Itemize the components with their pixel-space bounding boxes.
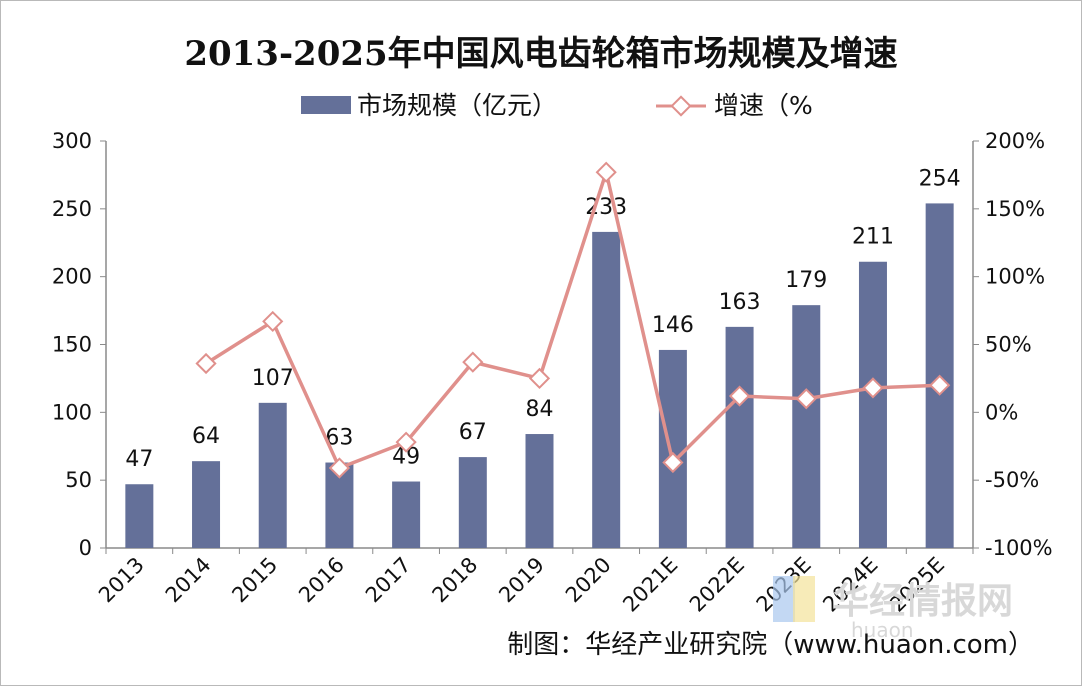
x-tick-label: 2018 <box>428 553 483 608</box>
growth-point-2019 <box>528 367 551 390</box>
y-right-tick-label: 0% <box>985 400 1018 424</box>
y-right-tick-label: 100% <box>985 265 1045 289</box>
y-right-tick-label: 50% <box>985 333 1032 357</box>
growth-point-2020 <box>595 161 617 183</box>
bar-2014 <box>192 461 221 548</box>
x-tick-label: 2021E <box>618 553 682 617</box>
y-left-tick-label: 100 <box>52 400 92 424</box>
growth-point-2018 <box>462 351 484 373</box>
bar-2020 <box>592 231 621 548</box>
bar-2013 <box>125 484 154 548</box>
growth-line <box>205 170 940 470</box>
bar-value-label: 47 <box>125 447 153 472</box>
bar-2015 <box>258 402 287 548</box>
legend-bar-swatch <box>301 96 351 114</box>
bar-value-label: 211 <box>852 225 894 250</box>
x-tick-label: 2014 <box>161 553 216 608</box>
y-right-tick-label: -50% <box>985 468 1039 492</box>
watermark-text: 华经情报网 <box>833 581 1013 622</box>
legend-marker-diamond-icon <box>670 95 692 117</box>
growth-point-2016 <box>328 457 351 479</box>
y-right-tick-label: -100% <box>985 536 1053 560</box>
bar-2019 <box>525 434 554 548</box>
x-tick-label: 2020 <box>561 553 616 608</box>
chart-legend: 市场规模（亿元） 增速（% <box>301 91 813 120</box>
growth-point-2021E <box>662 451 684 474</box>
growth-line-series <box>195 161 951 479</box>
y-left-tick-label: 200 <box>52 265 92 289</box>
y-left-tick-label: 300 <box>52 129 92 153</box>
bar-2022E <box>725 326 754 548</box>
bar-2023E <box>792 305 821 548</box>
watermark-logo-blue <box>773 576 795 622</box>
bar-value-label: 179 <box>785 268 827 293</box>
growth-point-2014 <box>195 352 217 375</box>
x-tick-label: 2016 <box>294 553 349 608</box>
growth-point-2017 <box>395 431 417 453</box>
y-right-tick-label: 200% <box>985 129 1045 153</box>
bar-value-label: 84 <box>526 397 554 422</box>
bar-value-label: 146 <box>652 313 694 338</box>
x-tick-label: 2019 <box>494 553 549 608</box>
chart-credit: 制图：华经产业研究院（www.huaon.com） <box>507 630 1034 660</box>
growth-point-2024E <box>862 377 884 399</box>
bar-series <box>125 203 954 548</box>
legend-line-label: 增速（% <box>714 91 813 120</box>
bar-2021E <box>658 349 687 548</box>
watermark-logo-yellow <box>793 576 815 622</box>
y-left-tick-label: 50 <box>65 468 92 492</box>
bar-value-label: 107 <box>252 366 294 391</box>
y-right-tick-label: 150% <box>985 197 1045 221</box>
bar-2017 <box>392 481 421 548</box>
x-tick-label: 2013 <box>94 553 149 608</box>
bar-value-label: 64 <box>192 424 220 449</box>
bar-2018 <box>458 457 487 548</box>
x-tick-label: 2015 <box>227 553 282 608</box>
bar-value-label: 254 <box>919 166 961 191</box>
x-tick-label: 2017 <box>361 553 416 608</box>
bar-value-label: 163 <box>719 290 761 315</box>
legend-bar-label: 市场规模（亿元） <box>357 91 557 120</box>
growth-point-2025E <box>929 374 951 396</box>
y-left-tick-label: 150 <box>52 333 92 357</box>
watermark-subtext: huaon <box>851 618 914 642</box>
bar-2024E <box>858 261 887 548</box>
chart-title: 2013-2025年中国风电齿轮箱市场规模及增速 <box>184 34 897 74</box>
growth-point-2015 <box>262 310 284 333</box>
y-left-tick-label: 0 <box>79 536 92 560</box>
growth-point-2023E <box>795 388 817 410</box>
watermark: 华经情报网 huaon <box>773 576 1013 642</box>
y-left-tick-label: 250 <box>52 197 92 221</box>
bar-value-label: 67 <box>459 420 487 445</box>
growth-point-2022E <box>728 385 751 407</box>
x-tick-label: 2022E <box>685 553 749 617</box>
